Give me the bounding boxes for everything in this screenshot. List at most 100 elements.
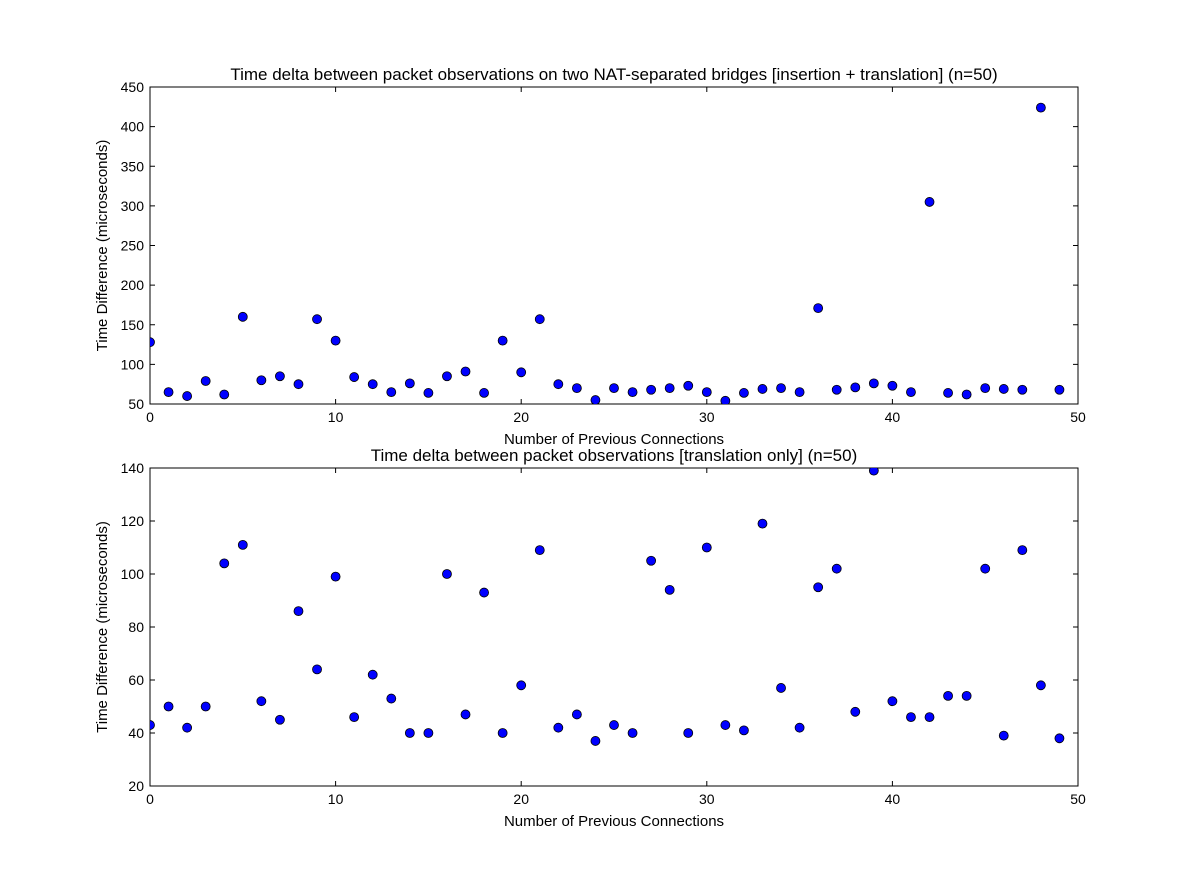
data-point	[868, 468, 879, 476]
data-point	[349, 372, 360, 382]
data-point	[571, 709, 582, 720]
y-tick-label: 20	[128, 778, 144, 794]
data-point	[1054, 733, 1065, 744]
data-point	[943, 388, 953, 398]
x-tick-label: 50	[1070, 791, 1086, 807]
y-tick-label: 40	[128, 725, 144, 741]
x-tick-label: 10	[328, 791, 344, 807]
data-point	[386, 387, 397, 398]
data-point	[998, 384, 1009, 394]
x-tick-label: 40	[885, 791, 901, 807]
x-tick-label: 10	[328, 409, 344, 425]
data-point	[627, 728, 638, 738]
data-point	[150, 337, 155, 348]
x-tick-label: 30	[699, 409, 715, 425]
y-tick-label: 80	[128, 619, 144, 635]
data-point	[924, 712, 935, 722]
data-point	[442, 569, 452, 579]
chart-title: Time delta between packet observations o…	[230, 65, 997, 84]
x-tick-label: 30	[699, 791, 715, 807]
data-point	[720, 395, 731, 404]
data-point	[590, 736, 601, 746]
data-point	[256, 375, 267, 386]
data-point	[349, 712, 360, 722]
data-point	[516, 367, 527, 378]
data-point	[182, 391, 193, 401]
y-tick-label: 150	[121, 317, 145, 333]
data-point	[237, 311, 248, 322]
data-point	[683, 728, 694, 738]
data-point	[961, 691, 972, 701]
x-tick-label: 0	[146, 409, 154, 425]
data-point	[1017, 545, 1028, 556]
data-point	[980, 563, 991, 574]
y-tick-label: 450	[121, 79, 145, 95]
data-point	[831, 563, 842, 574]
data-point	[609, 720, 619, 730]
data-point	[906, 387, 916, 398]
x-tick-label: 0	[146, 791, 154, 807]
data-point	[479, 587, 489, 598]
y-tick-label: 300	[121, 198, 145, 214]
data-point	[609, 383, 619, 394]
data-point	[200, 701, 211, 712]
data-point	[293, 606, 304, 616]
data-point	[813, 582, 824, 593]
data-point	[571, 383, 582, 394]
data-point	[1035, 680, 1046, 691]
data-point	[794, 722, 805, 733]
data-point	[943, 691, 953, 701]
data-point	[330, 571, 341, 582]
y-tick-label: 400	[121, 119, 145, 135]
data-point	[850, 706, 861, 717]
y-tick-label: 200	[121, 277, 145, 293]
y-tick-label: 250	[121, 238, 145, 254]
data-point	[1035, 102, 1046, 113]
data-point	[479, 388, 489, 398]
data-point	[442, 371, 452, 382]
data-point	[423, 388, 434, 398]
data-point	[293, 379, 304, 390]
data-point	[460, 366, 471, 377]
data-point	[961, 389, 972, 400]
data-point	[683, 380, 694, 391]
y-tick-label: 140	[121, 460, 145, 476]
data-point	[330, 335, 341, 346]
data-point	[646, 555, 657, 566]
data-point	[553, 722, 564, 733]
plot-frame	[149, 86, 1079, 405]
data-point	[776, 683, 786, 693]
data-point	[739, 388, 749, 398]
data-point	[386, 693, 397, 704]
x-axis-label: Number of Previous Connections	[504, 813, 724, 830]
data-point	[534, 314, 545, 325]
y-axis-label: Time Difference (microseconds)	[94, 140, 111, 352]
data-point	[312, 664, 322, 675]
data-point	[720, 720, 731, 730]
x-axis-label: Number of Previous Connections	[504, 431, 724, 448]
data-point	[980, 383, 991, 394]
data-point	[868, 378, 879, 389]
data-point	[312, 314, 322, 325]
data-point	[367, 669, 378, 680]
data-point	[887, 696, 898, 707]
y-tick-label: 120	[121, 513, 145, 529]
data-point	[627, 387, 638, 398]
data-point	[850, 382, 861, 393]
x-tick-label: 20	[513, 409, 529, 425]
data-point	[664, 383, 675, 394]
data-point	[739, 725, 749, 736]
data-points	[150, 468, 1065, 746]
data-points	[150, 102, 1065, 404]
data-point	[516, 680, 527, 691]
data-point	[646, 384, 657, 395]
bottom-scatter-plot: 0 10 20 30 40 50 20 40 60 80 100 120 140 Time delta b…	[94, 446, 1086, 830]
x-tick-label: 40	[885, 409, 901, 425]
y-tick-label: 60	[128, 672, 144, 688]
plot-frame	[149, 467, 1079, 787]
y-tick-label: 100	[121, 566, 145, 582]
data-point	[275, 371, 285, 382]
data-point	[497, 728, 508, 738]
